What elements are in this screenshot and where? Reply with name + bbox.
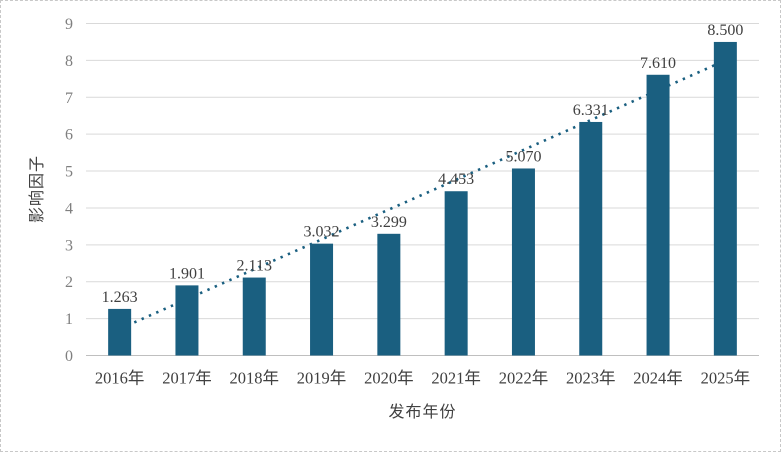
y-tick-label: 2: [65, 274, 73, 291]
bar-value-label: 1.263: [102, 289, 138, 306]
y-tick-label: 9: [65, 16, 73, 33]
y-tick-label: 0: [65, 348, 73, 365]
bar-value-label: 8.500: [707, 22, 743, 39]
x-tick-label: 2023年: [566, 369, 616, 388]
bar-value-label: 1.901: [169, 265, 205, 282]
trendline: [119, 59, 726, 331]
bar: [579, 121, 603, 356]
bar: [511, 168, 535, 356]
x-tick-label: 2025年: [701, 369, 751, 388]
bar-value-label: 5.070: [505, 148, 541, 165]
y-axis-title: 影响因子: [29, 155, 46, 224]
bar: [646, 74, 670, 356]
y-tick-label: 3: [65, 237, 73, 254]
x-tick-label: 2018年: [230, 369, 280, 388]
x-tick-label: 2016年: [95, 369, 145, 388]
bar: [175, 285, 199, 356]
bar: [444, 191, 468, 356]
x-tick-label: 2021年: [431, 369, 481, 388]
bar: [713, 41, 737, 356]
bar: [242, 277, 266, 356]
bar: [108, 308, 132, 356]
bar-value-label: 3.032: [304, 224, 340, 241]
x-tick-label: 2024年: [633, 369, 683, 388]
y-tick-label: 7: [65, 90, 73, 107]
bar-value-label: 4.453: [438, 171, 474, 188]
x-tick-label: 2019年: [297, 369, 347, 388]
y-tick-label: 8: [65, 53, 73, 70]
y-tick-label: 5: [65, 164, 73, 181]
bar-value-label: 7.610: [640, 55, 676, 72]
x-tick-label: 2022年: [499, 369, 549, 388]
bar-value-label: 3.299: [371, 214, 407, 231]
x-tick-label: 2017年: [162, 369, 212, 388]
bar-value-label: 2.113: [237, 258, 272, 275]
y-tick-label: 6: [65, 127, 73, 144]
y-tick-label: 1: [65, 311, 73, 328]
x-tick-label: 2020年: [364, 369, 414, 388]
bar: [310, 243, 334, 356]
y-tick-label: 4: [65, 200, 73, 217]
bar-value-label: 6.331: [573, 102, 609, 119]
bar: [377, 233, 401, 356]
x-axis-title: 发布年份: [388, 404, 457, 421]
